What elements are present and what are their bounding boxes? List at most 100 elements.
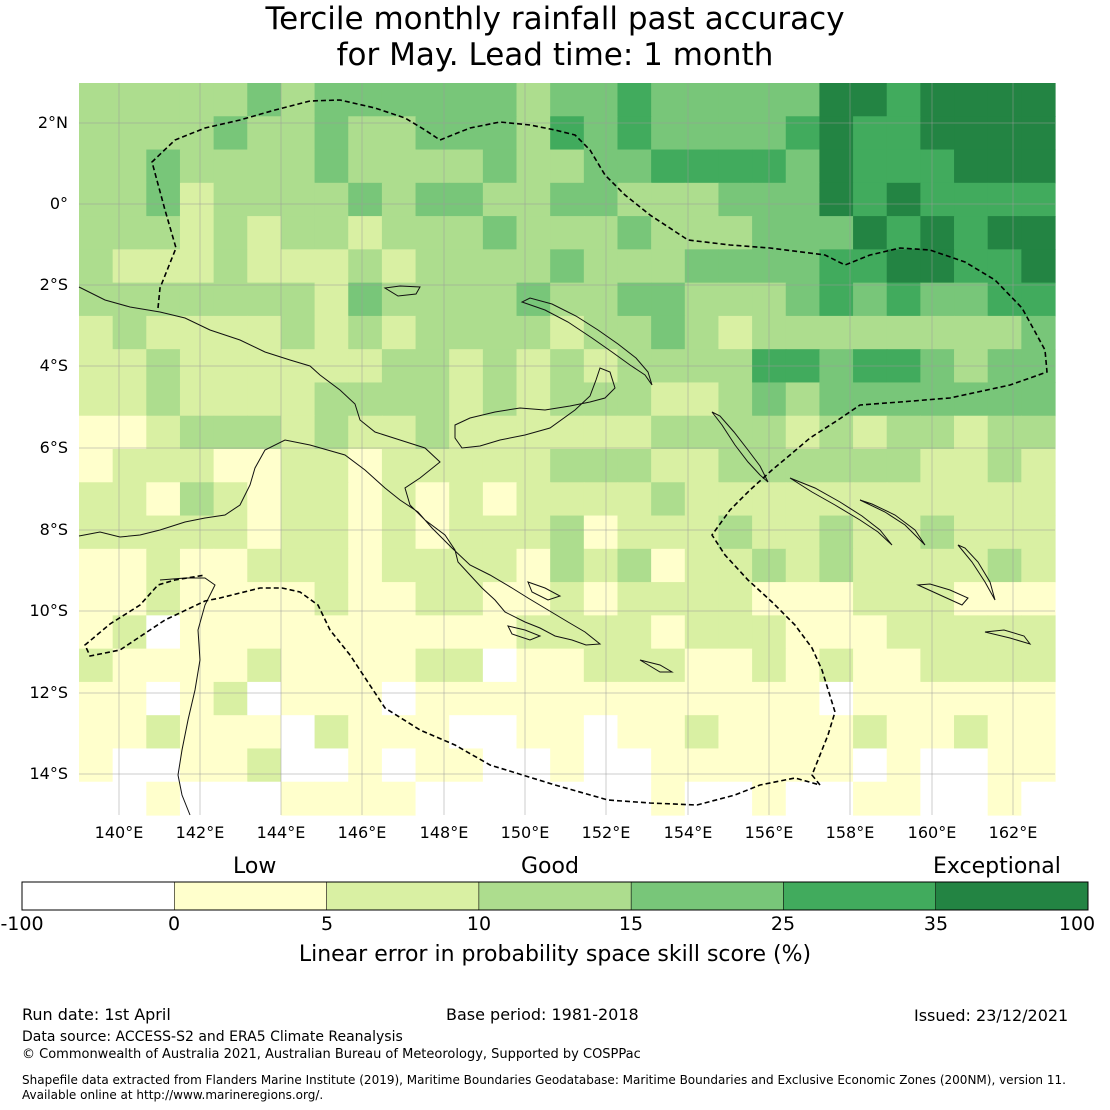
lat-lon-gridlines <box>79 83 1055 815</box>
grid-cell <box>79 748 114 783</box>
grid-cell <box>247 615 282 650</box>
grid-cell <box>785 715 821 750</box>
grid-cell <box>179 781 215 816</box>
grid-cell <box>348 582 383 616</box>
grid-cell <box>954 282 989 317</box>
grid-cell <box>718 249 753 284</box>
grid-cell <box>482 83 518 117</box>
grid-cell <box>1021 315 1056 350</box>
grid-cell <box>449 781 484 816</box>
grid-cell <box>920 648 955 683</box>
grid-cell <box>381 548 417 583</box>
grid-cell <box>617 615 652 650</box>
y-tick-label: 6°S <box>39 438 68 457</box>
grid-cell <box>684 315 720 350</box>
grid-cell <box>583 515 619 550</box>
grid-cell <box>550 216 585 250</box>
grid-cell <box>954 216 989 250</box>
grid-cell <box>213 748 248 783</box>
grid-cell <box>348 249 383 284</box>
grid-cell <box>684 116 720 151</box>
grid-cell <box>684 781 720 816</box>
grid-cell <box>314 582 349 616</box>
grid-cell <box>954 182 989 217</box>
grid-cell <box>213 582 248 616</box>
grid-cell <box>550 648 585 683</box>
grid-cell <box>819 182 854 217</box>
grid-cell <box>516 482 551 517</box>
grid-cell <box>79 382 114 417</box>
grid-cell <box>280 315 316 350</box>
grid-cell <box>482 415 518 450</box>
y-tick-label: 10°S <box>29 601 68 620</box>
grid-cell <box>1021 282 1056 317</box>
grid-cell <box>348 282 383 317</box>
x-tick-label: 148°E <box>419 823 469 842</box>
grid-cell <box>954 116 989 151</box>
grid-cell <box>920 715 955 750</box>
grid-cell <box>651 748 686 783</box>
grid-cell <box>79 415 114 450</box>
grid-cell <box>617 249 652 284</box>
grid-cell <box>280 216 316 250</box>
grid-cell <box>213 449 248 483</box>
grid-cell <box>112 382 147 417</box>
grid-cell <box>348 315 383 350</box>
grid-cell <box>449 83 484 117</box>
grid-cell <box>79 249 114 284</box>
grid-cell <box>684 515 720 550</box>
coastline-new-ireland <box>520 297 653 386</box>
grid-cell <box>819 781 854 816</box>
grid-cell <box>853 415 888 450</box>
colorbar-tick-label: -100 <box>0 913 44 935</box>
grid-cell <box>482 149 518 184</box>
grid-cell <box>583 648 619 683</box>
grid-cell <box>381 681 417 716</box>
grid-cell <box>314 382 349 417</box>
x-tick-label: 144°E <box>256 823 306 842</box>
grid-cell <box>247 515 282 550</box>
grid-cell <box>718 582 753 616</box>
grid-cell <box>482 216 518 250</box>
grid-cell <box>348 715 383 750</box>
grid-cell <box>718 116 753 151</box>
grid-cell <box>853 382 888 417</box>
grid-cell <box>348 548 383 583</box>
grid-cell <box>853 648 888 683</box>
grid-cell <box>987 748 1022 783</box>
coastlines <box>78 285 1032 816</box>
grid-cell <box>684 615 720 650</box>
colorbar-label: Linear error in probability space skill … <box>298 942 812 967</box>
grid-cell <box>819 449 854 483</box>
grid-cell <box>314 282 349 317</box>
coastline-bougainville <box>711 411 769 483</box>
grid-cell <box>112 648 147 683</box>
grid-cell <box>987 116 1022 151</box>
grid-cell <box>449 681 484 716</box>
y-tick-label: 2°N <box>37 113 68 132</box>
grid-cell <box>954 83 989 117</box>
grid-cell <box>516 382 551 417</box>
colorbar-segment <box>478 882 632 910</box>
grid-cell <box>348 515 383 550</box>
grid-cell <box>718 315 753 350</box>
grid-cell <box>280 149 316 184</box>
grid-cell <box>920 449 955 483</box>
grid-cell <box>920 315 955 350</box>
grid-cell <box>449 748 484 783</box>
grid-cell <box>348 83 383 117</box>
grid-cell <box>146 781 181 816</box>
x-tick-label: 150°E <box>500 823 550 842</box>
grid-cell <box>819 615 854 650</box>
grid-cell <box>516 681 551 716</box>
grid-cell <box>886 615 921 650</box>
grid-cell <box>381 282 417 317</box>
grid-cell <box>179 282 215 317</box>
eez-png <box>84 99 1048 806</box>
grid-cell <box>381 182 417 217</box>
grid-cell <box>718 449 753 483</box>
grid-cell <box>314 715 349 750</box>
grid-cell <box>718 482 753 517</box>
grid-cell <box>651 149 686 184</box>
grid-cell <box>920 515 955 550</box>
